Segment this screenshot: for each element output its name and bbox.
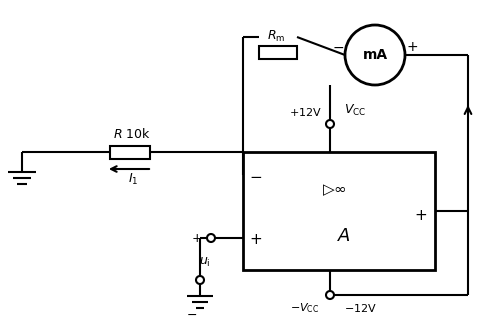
Text: $-$: $-$ bbox=[187, 308, 198, 320]
Text: $-$: $-$ bbox=[250, 168, 262, 182]
Text: A: A bbox=[338, 227, 350, 245]
Bar bbox=[110, 146, 150, 158]
Text: $+$: $+$ bbox=[192, 232, 203, 244]
Text: $+$: $+$ bbox=[415, 209, 428, 223]
Circle shape bbox=[345, 25, 405, 85]
Text: $+$: $+$ bbox=[406, 40, 418, 54]
Bar bbox=[243, 152, 435, 270]
Text: $+$: $+$ bbox=[250, 233, 262, 248]
Text: $u_{\rm i}$: $u_{\rm i}$ bbox=[199, 256, 211, 269]
Text: mA: mA bbox=[362, 48, 388, 62]
Circle shape bbox=[196, 276, 204, 284]
Circle shape bbox=[326, 291, 334, 299]
Text: $-12\mathrm{V}$: $-12\mathrm{V}$ bbox=[343, 302, 377, 314]
Text: $V_{\rm CC}$: $V_{\rm CC}$ bbox=[344, 102, 366, 117]
Text: $+12\mathrm{V}$: $+12\mathrm{V}$ bbox=[288, 106, 321, 118]
Circle shape bbox=[326, 120, 334, 128]
Text: $R$ 10k: $R$ 10k bbox=[113, 127, 151, 141]
Bar bbox=[259, 46, 297, 58]
Text: $-$: $-$ bbox=[332, 40, 344, 54]
Text: $\triangleright\infty$: $\triangleright\infty$ bbox=[322, 182, 346, 198]
Circle shape bbox=[207, 234, 215, 242]
Text: $-V_{\rm CC}$: $-V_{\rm CC}$ bbox=[290, 301, 320, 315]
Text: $R_{\rm m}$: $R_{\rm m}$ bbox=[267, 29, 285, 44]
Text: $I_1$: $I_1$ bbox=[128, 172, 138, 187]
